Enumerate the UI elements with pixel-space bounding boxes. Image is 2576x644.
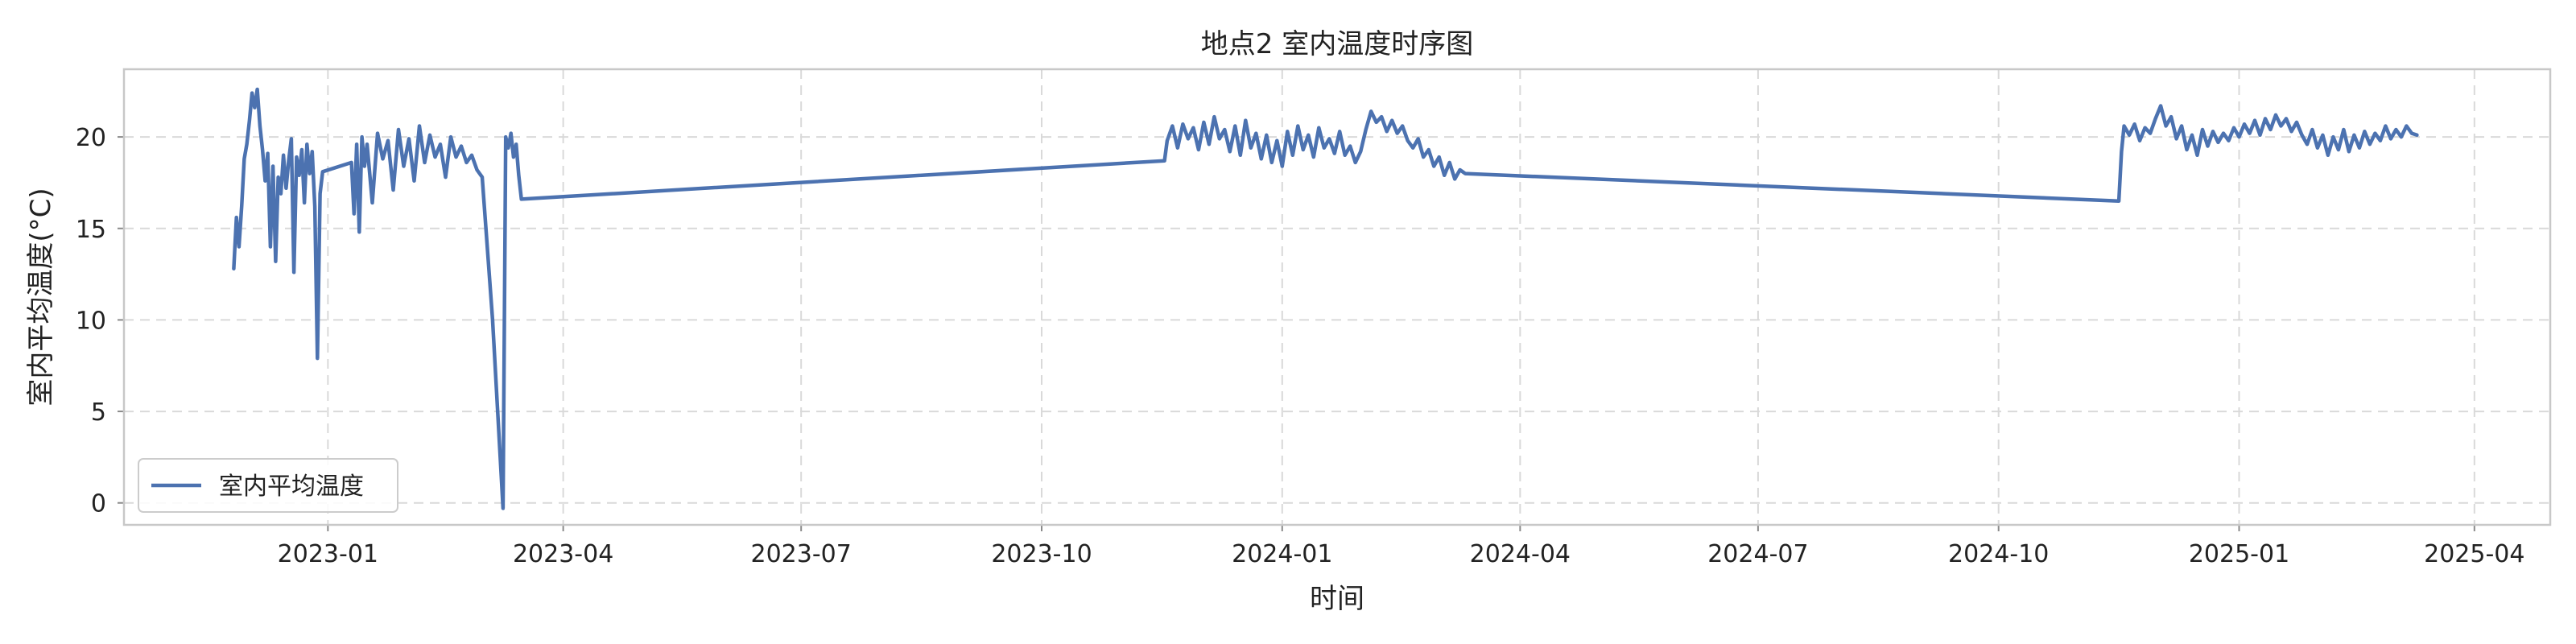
legend-label: 室内平均温度 — [219, 473, 364, 501]
x-axis-label: 时间 — [1310, 583, 1364, 615]
x-tick-label: 2023-10 — [991, 540, 1092, 568]
x-tick-label: 2024-07 — [1707, 540, 1808, 568]
x-tick-label: 2023-01 — [278, 540, 378, 568]
y-tick-label: 5 — [91, 398, 106, 427]
legend: 室内平均温度 — [138, 458, 398, 513]
y-tick-label: 20 — [76, 124, 106, 152]
y-tick-label: 0 — [91, 490, 106, 518]
legend-box — [138, 458, 398, 513]
x-tick-label: 2023-04 — [513, 540, 613, 568]
x-tick-label: 2024-04 — [1470, 540, 1571, 568]
x-tick-label: 2023-07 — [751, 540, 852, 568]
series-line-indoor-avg-temp — [232, 87, 2419, 510]
x-tick-label: 2025-04 — [2424, 540, 2524, 568]
x-tick-label: 2025-01 — [2189, 540, 2289, 568]
x-tick-label: 2024-10 — [1948, 540, 2049, 568]
y-axis-label: 室内平均温度(°C) — [25, 188, 57, 406]
x-tick-label: 2024-01 — [1232, 540, 1332, 568]
y-tick-label: 15 — [76, 216, 106, 244]
chart-title: 地点2 室内温度时序图 — [1201, 28, 1473, 60]
y-tick-label: 10 — [76, 307, 106, 335]
ticks-layer: 2023-01 2023-04 2023-07 2023-10 2024-01 2024-… — [76, 124, 2525, 568]
series-layer — [232, 87, 2419, 510]
plot-frame — [122, 68, 2552, 526]
